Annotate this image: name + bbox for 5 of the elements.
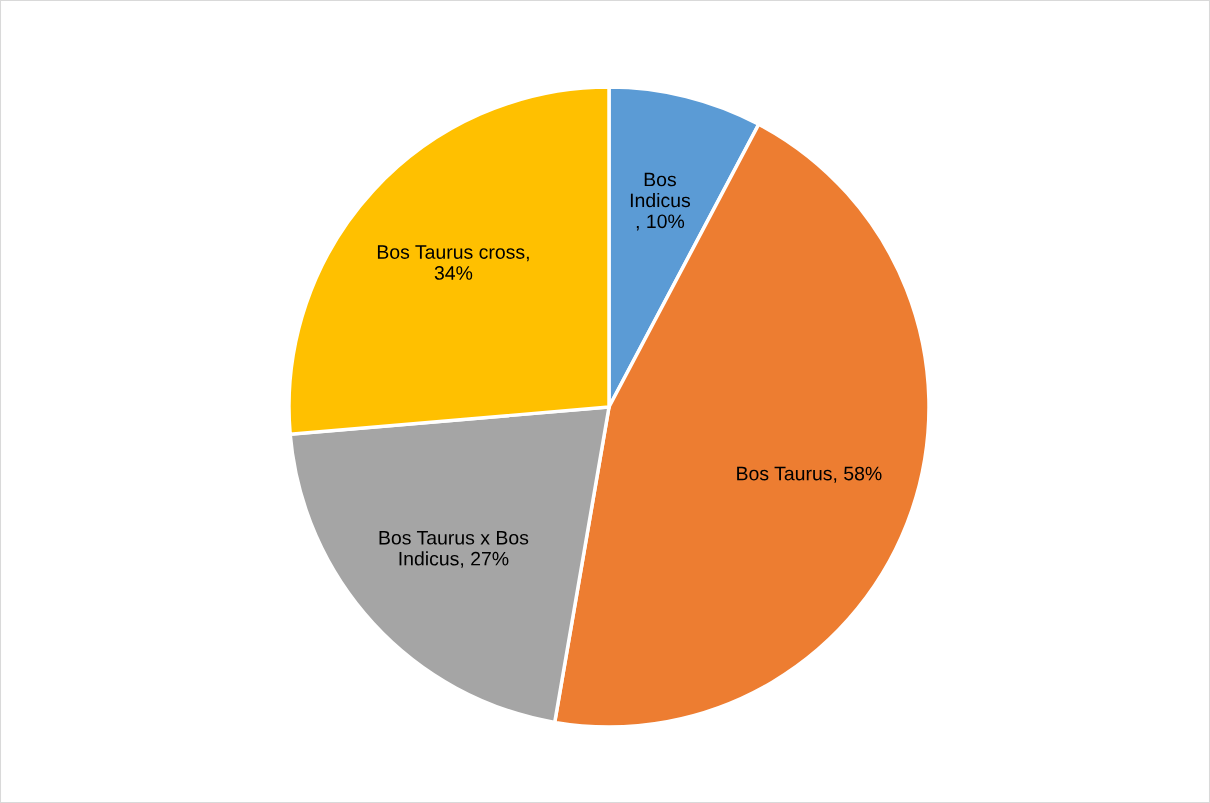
- data-label: , 10%: [636, 214, 685, 231]
- slice-label: Bos Indicus: [630, 172, 691, 208]
- slice-label: Bos Taurus x Bos Indicus, 27%: [379, 531, 529, 568]
- slice-label: Bos Taurus, 58%: [737, 466, 882, 483]
- slice-label: Bos Taurus cross, 34%: [377, 245, 529, 280]
